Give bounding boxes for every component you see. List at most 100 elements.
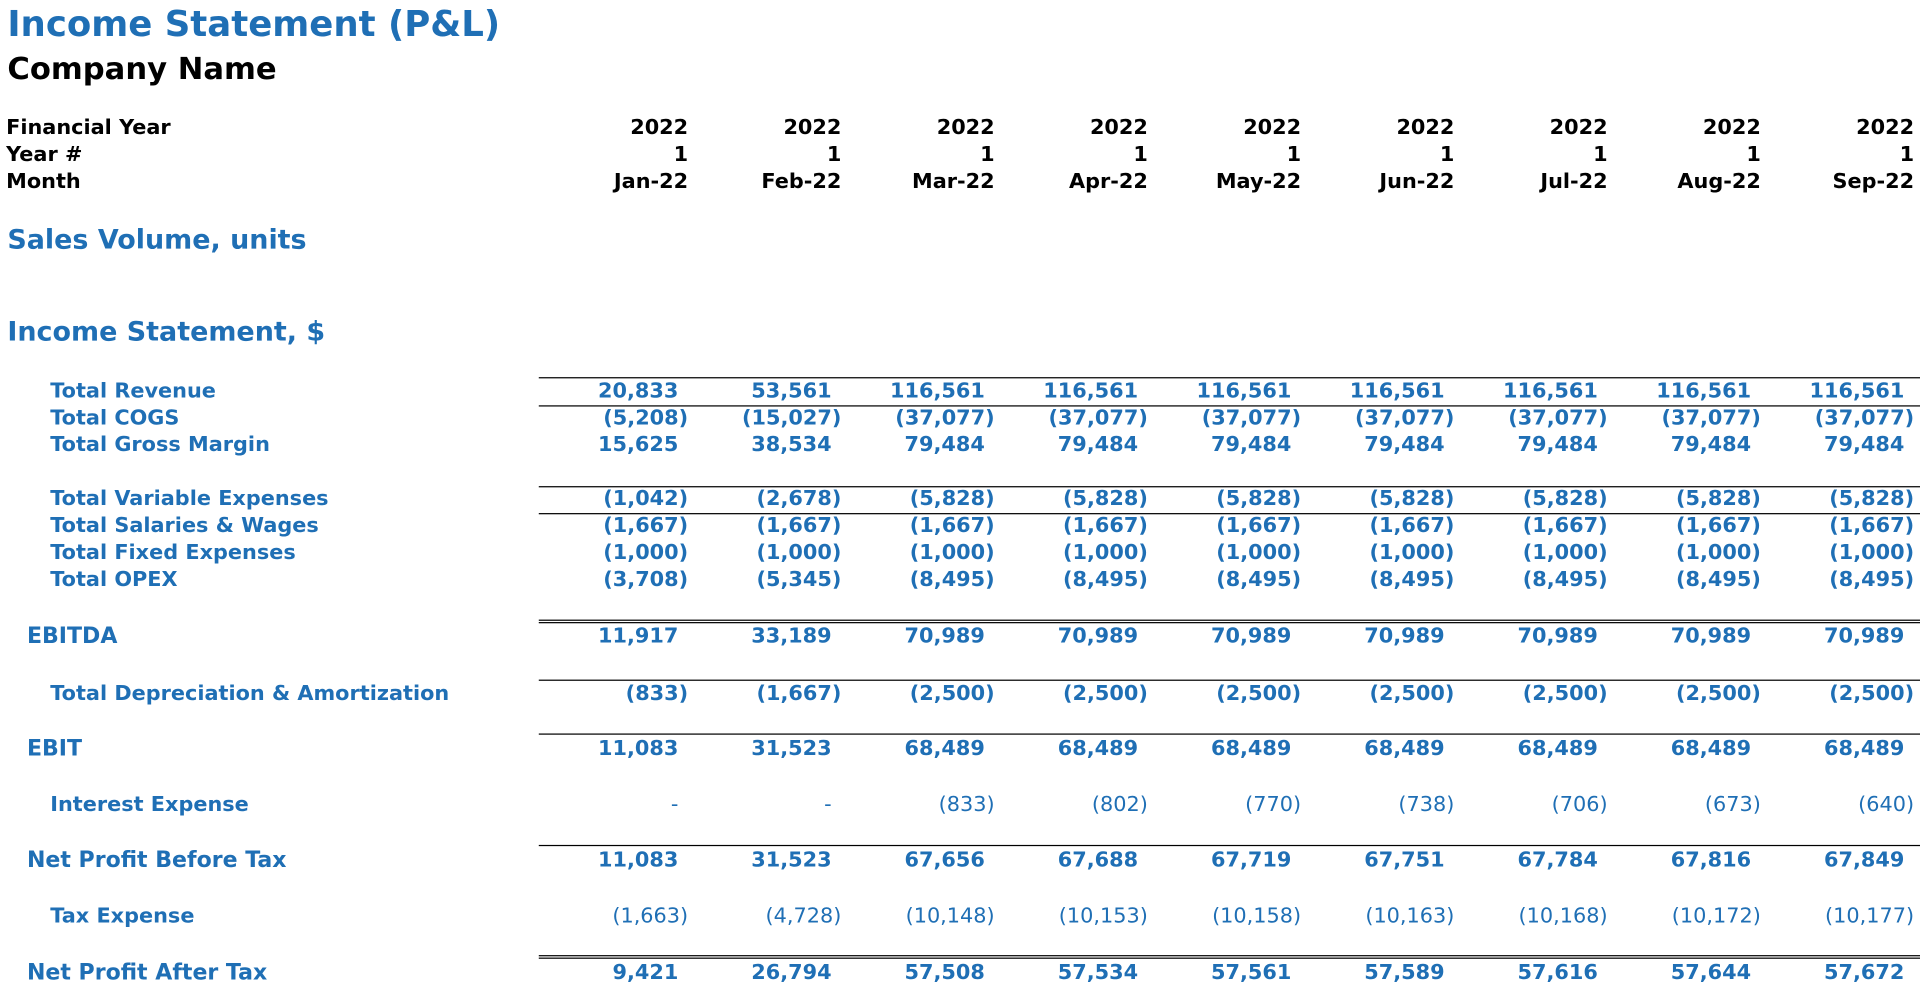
cell-value: (10,153)	[1058, 904, 1148, 929]
header-cell: 2022	[783, 115, 842, 141]
cell-value: 20,833	[598, 378, 679, 404]
cell-value: (37,077)	[1355, 405, 1455, 431]
cell-value: 116,561	[1043, 378, 1139, 404]
cell-value: (8,495)	[1522, 567, 1608, 593]
cell-value: (833)	[625, 681, 689, 706]
cell-value: (4,728)	[765, 904, 842, 929]
header-cell: Sep-22	[1832, 169, 1915, 195]
cell-value: 57,644	[1670, 960, 1752, 986]
cell-value: (5,828)	[1522, 486, 1608, 512]
header-cell: 1	[826, 142, 842, 168]
header-label: Financial Year	[6, 115, 171, 141]
cell-value: 79,484	[1823, 432, 1905, 458]
cell-value: 68,489	[1517, 736, 1598, 762]
cell-value: -	[670, 792, 679, 818]
cell-value: (8,495)	[1829, 567, 1915, 593]
cell-value: (37,077)	[1814, 405, 1915, 431]
rule	[538, 619, 1920, 624]
section-title: Sales Volume, units	[7, 225, 307, 256]
header-cell: 1	[1593, 142, 1608, 168]
cell-value: (1,667)	[909, 513, 995, 539]
cell-value: (8,495)	[909, 567, 995, 593]
cell-value: (770)	[1245, 792, 1302, 818]
cell-value: 70,989	[1823, 623, 1905, 649]
cell-value: 116,561	[1196, 378, 1292, 404]
header-cell: 2022	[1856, 115, 1915, 141]
header-cell: 2022	[1089, 115, 1148, 141]
row-label: Total OPEX	[50, 567, 178, 593]
row-label: Total COGS	[50, 405, 180, 431]
cell-value: (5,345)	[756, 567, 842, 593]
cell-value: (3,708)	[603, 567, 689, 593]
header-cell: Jun-22	[1379, 169, 1455, 195]
cell-value: 79,484	[1211, 432, 1292, 458]
cell-value: (1,667)	[1063, 513, 1148, 539]
rule	[538, 513, 1920, 515]
cell-value: (37,077)	[1661, 405, 1761, 431]
header-label: Month	[6, 169, 81, 195]
rule	[538, 679, 1920, 681]
cell-value: (1,000)	[1676, 540, 1761, 566]
cell-value: 57,561	[1211, 960, 1292, 986]
cell-value: -	[824, 792, 832, 818]
cell-value: 11,917	[598, 623, 679, 649]
cell-value: 53,561	[751, 378, 832, 404]
cell-value: (2,500)	[1216, 681, 1302, 706]
cell-value: (1,667)	[1676, 513, 1761, 539]
cell-value: (1,000)	[1829, 540, 1915, 566]
row-label: Total Gross Margin	[50, 432, 270, 458]
cell-value: (2,500)	[1369, 681, 1455, 706]
rule	[538, 377, 1920, 379]
cell-value: (1,667)	[756, 513, 842, 539]
row-label: Total Variable Expenses	[50, 486, 329, 512]
rule	[538, 486, 1920, 488]
row-label: Tax Expense	[50, 904, 195, 929]
header-cell: 2022	[1702, 115, 1761, 141]
cell-value: 70,989	[1364, 623, 1445, 649]
cell-value: 79,484	[904, 432, 985, 458]
cell-value: 70,989	[1057, 623, 1139, 649]
cell-value: (8,495)	[1369, 567, 1455, 593]
cell-value: 67,656	[904, 847, 985, 873]
cell-value: 68,489	[1364, 736, 1445, 762]
cell-value: 67,816	[1670, 847, 1752, 873]
row-label: Total Fixed Expenses	[50, 540, 296, 566]
cell-value: 116,561	[890, 378, 985, 404]
header-cell: 2022	[1549, 115, 1608, 141]
cell-value: 11,083	[598, 847, 679, 873]
header-cell: Feb-22	[761, 169, 842, 195]
cell-value: (10,158)	[1212, 904, 1302, 929]
cell-value: 116,561	[1349, 378, 1445, 404]
cell-value: (5,208)	[603, 405, 689, 431]
cell-value: (1,667)	[1522, 513, 1608, 539]
header-cell: Apr-22	[1068, 169, 1148, 195]
cell-value: (8,495)	[1216, 567, 1302, 593]
header-cell: May-22	[1215, 169, 1302, 195]
cell-value: (37,077)	[895, 405, 995, 431]
header-cell: 1	[1899, 142, 1915, 168]
cell-value: 67,751	[1364, 847, 1445, 873]
cell-value: (10,177)	[1825, 904, 1915, 929]
cell-value: 38,534	[751, 432, 832, 458]
header-cell: 1	[1286, 142, 1302, 168]
cell-value: (5,828)	[1063, 486, 1148, 512]
cell-value: (1,667)	[1216, 513, 1302, 539]
cell-value: (1,667)	[1829, 513, 1915, 539]
cell-value: (37,077)	[1201, 405, 1302, 431]
row-label: EBIT	[26, 735, 83, 762]
header-cell: Mar-22	[912, 169, 995, 195]
cell-value: 15,625	[598, 432, 679, 458]
cell-value: (2,500)	[909, 681, 995, 706]
cell-value: (802)	[1091, 792, 1148, 818]
rule	[538, 733, 1920, 735]
cell-value: (2,678)	[756, 486, 842, 512]
row-label: Net Profit Before Tax	[26, 847, 287, 874]
cell-value: 57,508	[904, 960, 985, 986]
cell-value: 68,489	[1670, 736, 1752, 762]
cell-value: (37,077)	[1508, 405, 1608, 431]
cell-value: 26,794	[751, 960, 832, 986]
cell-value: 68,489	[1057, 736, 1139, 762]
cell-value: 67,849	[1823, 847, 1905, 873]
cell-value: (1,000)	[1522, 540, 1608, 566]
